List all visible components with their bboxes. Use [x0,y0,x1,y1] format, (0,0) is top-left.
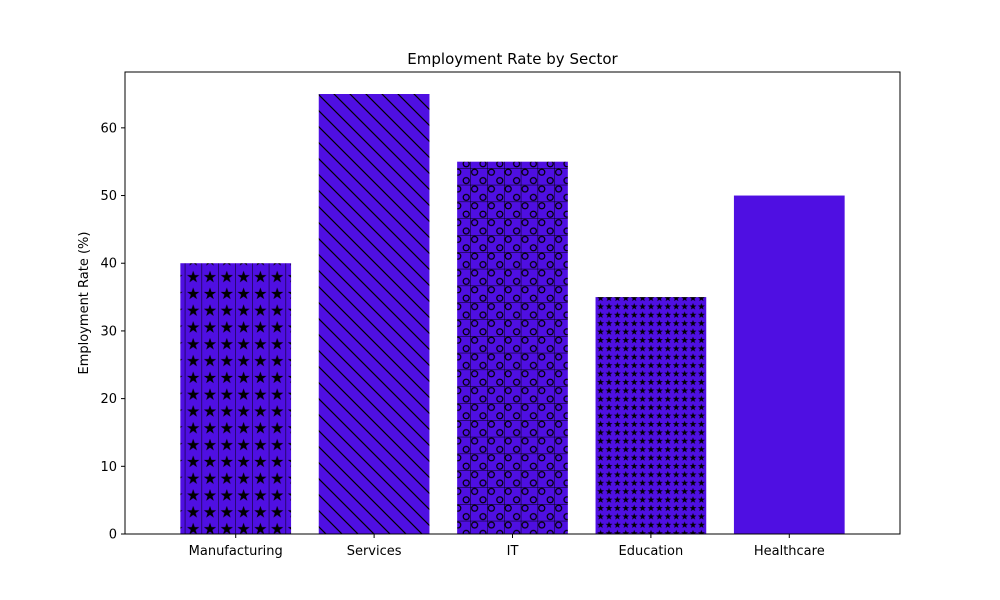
y-tick-label: 20 [100,392,117,407]
x-axis: Manufacturing Services IT Education Healthca… [189,534,825,559]
chart-title: Employment Rate by Sector [407,50,618,68]
bar-education [595,297,707,534]
bar-it [457,161,568,534]
x-tick-label-manufacturing: Manufacturing [189,544,283,559]
x-tick-label-services: Services [347,544,402,559]
x-tick-label-healthcare: Healthcare [754,544,825,559]
x-tick-label-education: Education [619,544,684,559]
y-tick-label: 50 [100,189,117,204]
y-tick-label: 40 [100,257,117,272]
y-tick-label: 60 [100,121,117,136]
bars-group [180,94,845,535]
bar-services [318,94,430,534]
y-axis: 0 10 20 30 40 50 60 [100,121,125,543]
y-tick-label: 0 [109,528,117,543]
y-tick-label: 30 [100,324,117,339]
plot-frame [124,71,901,535]
bar-healthcare [733,195,845,535]
y-tick-label: 10 [100,460,117,475]
bar-manufacturing [180,263,292,534]
x-tick-label-it: IT [507,544,519,559]
y-axis-label: Employment Rate (%) [77,232,92,375]
